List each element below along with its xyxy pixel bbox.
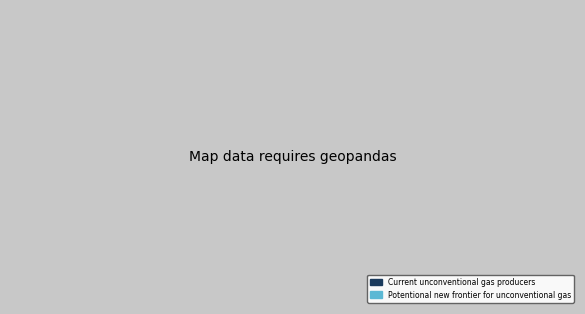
Legend: Current unconventional gas producers, Potentional new frontier for unconventiona: Current unconventional gas producers, Po… (367, 275, 574, 303)
Text: Map data requires geopandas: Map data requires geopandas (189, 150, 396, 164)
